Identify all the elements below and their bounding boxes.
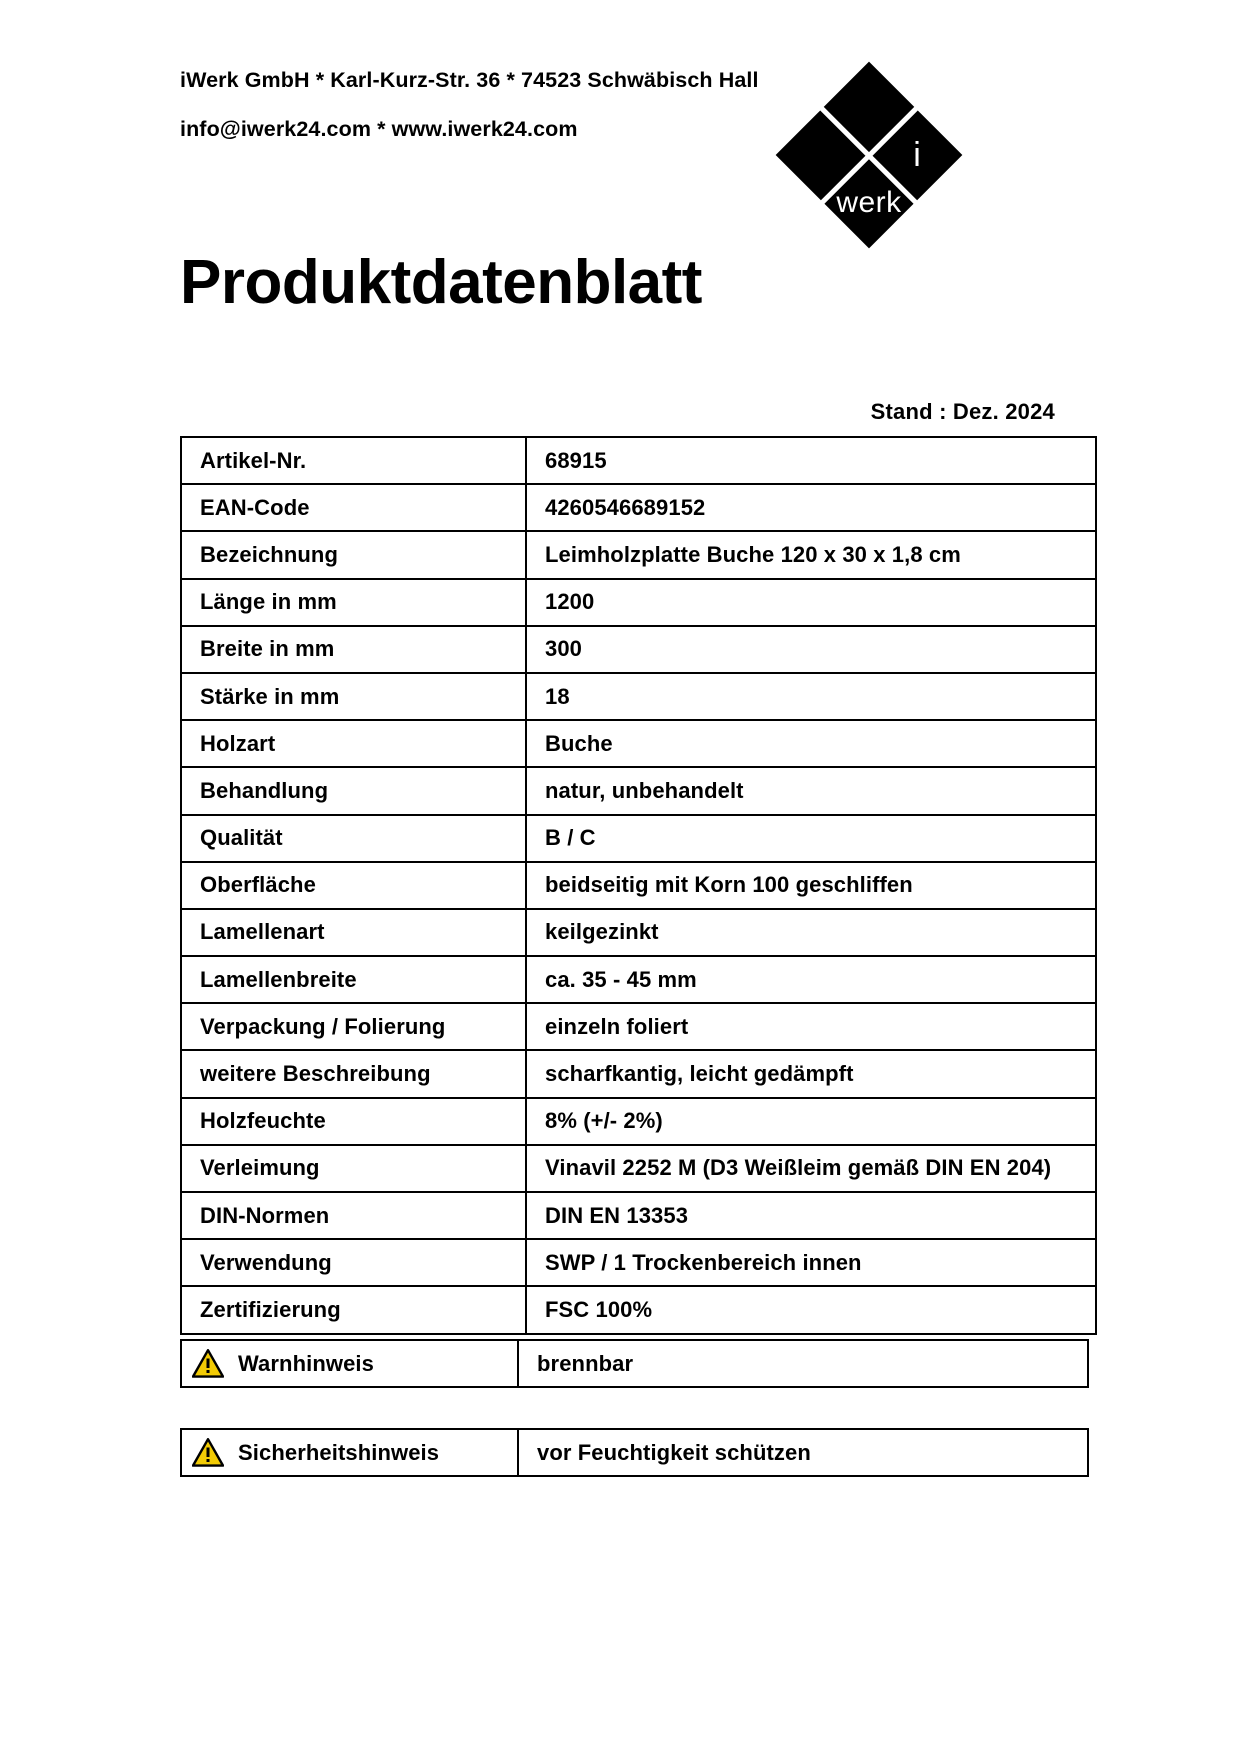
table-row: Verwendung SWP / 1 Trockenbereich innen bbox=[180, 1238, 1097, 1288]
spec-label: Breite in mm bbox=[180, 624, 527, 674]
company-address-line: iWerk GmbH * Karl-Kurz-Str. 36 * 74523 S… bbox=[180, 68, 759, 92]
spec-label: Holzfeuchte bbox=[180, 1096, 527, 1146]
spec-label: Qualität bbox=[180, 813, 527, 863]
spec-value: 300 bbox=[525, 624, 1097, 674]
spec-label: Verleimung bbox=[180, 1143, 527, 1194]
table-row: Länge in mm 1200 bbox=[180, 577, 1097, 627]
table-row: Sicherheitshinweis vor Feuchtigkeit schü… bbox=[180, 1427, 1089, 1478]
spec-label: Behandlung bbox=[180, 766, 527, 816]
table-row: Verleimung Vinavil 2252 M (D3 Weißleim g… bbox=[180, 1143, 1097, 1194]
table-row: Lamellenart keilgezinkt bbox=[180, 907, 1097, 958]
spec-value: 8% (+/- 2%) bbox=[525, 1096, 1097, 1146]
warning-triangle-icon bbox=[192, 1349, 224, 1378]
warning-notice-body: Warnhinweis brennbar bbox=[180, 1338, 1089, 1389]
spec-label: Zertifizierung bbox=[180, 1285, 527, 1335]
page-title: Produktdatenblatt bbox=[180, 248, 702, 317]
table-row: Holzfeuchte 8% (+/- 2%) bbox=[180, 1096, 1097, 1146]
table-row: weitere Beschreibung scharfkantig, leich… bbox=[180, 1049, 1097, 1099]
spec-value: DIN EN 13353 bbox=[525, 1190, 1097, 1241]
spec-label: Länge in mm bbox=[180, 577, 527, 627]
spec-value: SWP / 1 Trockenbereich innen bbox=[525, 1238, 1097, 1288]
spec-label: Verpackung / Folierung bbox=[180, 1002, 527, 1052]
table-row: Breite in mm 300 bbox=[180, 624, 1097, 674]
spec-value: B / C bbox=[525, 813, 1097, 863]
company-contact-block: iWerk GmbH * Karl-Kurz-Str. 36 * 74523 S… bbox=[180, 68, 800, 141]
table-row: DIN-Normen DIN EN 13353 bbox=[180, 1190, 1097, 1241]
safety-notice-body: Sicherheitshinweis vor Feuchtigkeit schü… bbox=[180, 1427, 1089, 1478]
logo-diamond-shape: i werk bbox=[775, 61, 963, 249]
table-row: Behandlung natur, unbehandelt bbox=[180, 766, 1097, 816]
warning-triangle-icon bbox=[192, 1438, 224, 1467]
table-row: Oberfläche beidseitig mit Korn 100 gesch… bbox=[180, 860, 1097, 910]
specification-table-body: Artikel-Nr. 68915 EAN-Code 4260546689152… bbox=[180, 435, 1097, 1335]
spec-value: Buche bbox=[525, 719, 1097, 769]
spec-value: 18 bbox=[525, 671, 1097, 722]
warning-notice-table: Warnhinweis brennbar bbox=[180, 1338, 1089, 1389]
company-web-line: info@iwerk24.com * www.iwerk24.com bbox=[180, 116, 578, 141]
spec-label: Holzart bbox=[180, 719, 527, 769]
safety-label-wrap: Sicherheitshinweis bbox=[192, 1438, 516, 1467]
iwerk-logo: i werk bbox=[774, 60, 964, 250]
spec-label: Verwendung bbox=[180, 1238, 527, 1288]
table-row: Qualität B / C bbox=[180, 813, 1097, 863]
spec-value: Leimholzplatte Buche 120 x 30 x 1,8 cm bbox=[525, 530, 1097, 580]
spec-value: keilgezinkt bbox=[525, 907, 1097, 958]
warning-label-wrap: Warnhinweis bbox=[192, 1349, 516, 1378]
revision-date: Stand : Dez. 2024 bbox=[870, 399, 1055, 424]
spec-value: scharfkantig, leicht gedämpft bbox=[525, 1049, 1097, 1099]
table-row: Artikel-Nr. 68915 bbox=[180, 435, 1097, 486]
spec-value: 1200 bbox=[525, 577, 1097, 627]
spec-label: Stärke in mm bbox=[180, 671, 527, 722]
spec-value: natur, unbehandelt bbox=[525, 766, 1097, 816]
table-row: Stärke in mm 18 bbox=[180, 671, 1097, 722]
warning-value: brennbar bbox=[517, 1338, 1089, 1389]
spec-value: einzeln foliert bbox=[525, 1002, 1097, 1052]
spec-label: DIN-Normen bbox=[180, 1190, 527, 1241]
table-row: Verpackung / Folierung einzeln foliert bbox=[180, 1002, 1097, 1052]
table-row: Warnhinweis brennbar bbox=[180, 1338, 1089, 1389]
spec-value: ca. 35 - 45 mm bbox=[525, 955, 1097, 1005]
table-row: Holzart Buche bbox=[180, 719, 1097, 769]
specification-table: Artikel-Nr. 68915 EAN-Code 4260546689152… bbox=[180, 435, 1097, 1335]
spec-label: EAN-Code bbox=[180, 483, 527, 533]
spec-label: Oberfläche bbox=[180, 860, 527, 910]
table-row: EAN-Code 4260546689152 bbox=[180, 483, 1097, 533]
spec-value: FSC 100% bbox=[525, 1285, 1097, 1335]
safety-label-cell: Sicherheitshinweis bbox=[180, 1427, 519, 1478]
warning-label-cell: Warnhinweis bbox=[180, 1338, 519, 1389]
logo-letter-werk: werk bbox=[836, 186, 902, 220]
spec-label: Lamellenart bbox=[180, 907, 527, 958]
spec-value: Vinavil 2252 M (D3 Weißleim gemäß DIN EN… bbox=[525, 1143, 1097, 1194]
spec-label: weitere Beschreibung bbox=[180, 1049, 527, 1099]
safety-value: vor Feuchtigkeit schützen bbox=[517, 1427, 1089, 1478]
spec-label: Lamellenbreite bbox=[180, 955, 527, 1005]
spec-label: Artikel-Nr. bbox=[180, 435, 527, 486]
safety-notice-table: Sicherheitshinweis vor Feuchtigkeit schü… bbox=[180, 1427, 1089, 1478]
table-row: Lamellenbreite ca. 35 - 45 mm bbox=[180, 955, 1097, 1005]
table-row: Bezeichnung Leimholzplatte Buche 120 x 3… bbox=[180, 530, 1097, 580]
spec-value: 4260546689152 bbox=[525, 483, 1097, 533]
spec-value: beidseitig mit Korn 100 geschliffen bbox=[525, 860, 1097, 910]
spec-value: 68915 bbox=[525, 435, 1097, 486]
table-row: Zertifizierung FSC 100% bbox=[180, 1285, 1097, 1335]
safety-label: Sicherheitshinweis bbox=[238, 1439, 440, 1465]
spec-label: Bezeichnung bbox=[180, 530, 527, 580]
logo-letter-i: i bbox=[913, 136, 922, 174]
warning-label: Warnhinweis bbox=[238, 1350, 374, 1376]
document-header: iWerk GmbH * Karl-Kurz-Str. 36 * 74523 S… bbox=[180, 61, 1060, 250]
